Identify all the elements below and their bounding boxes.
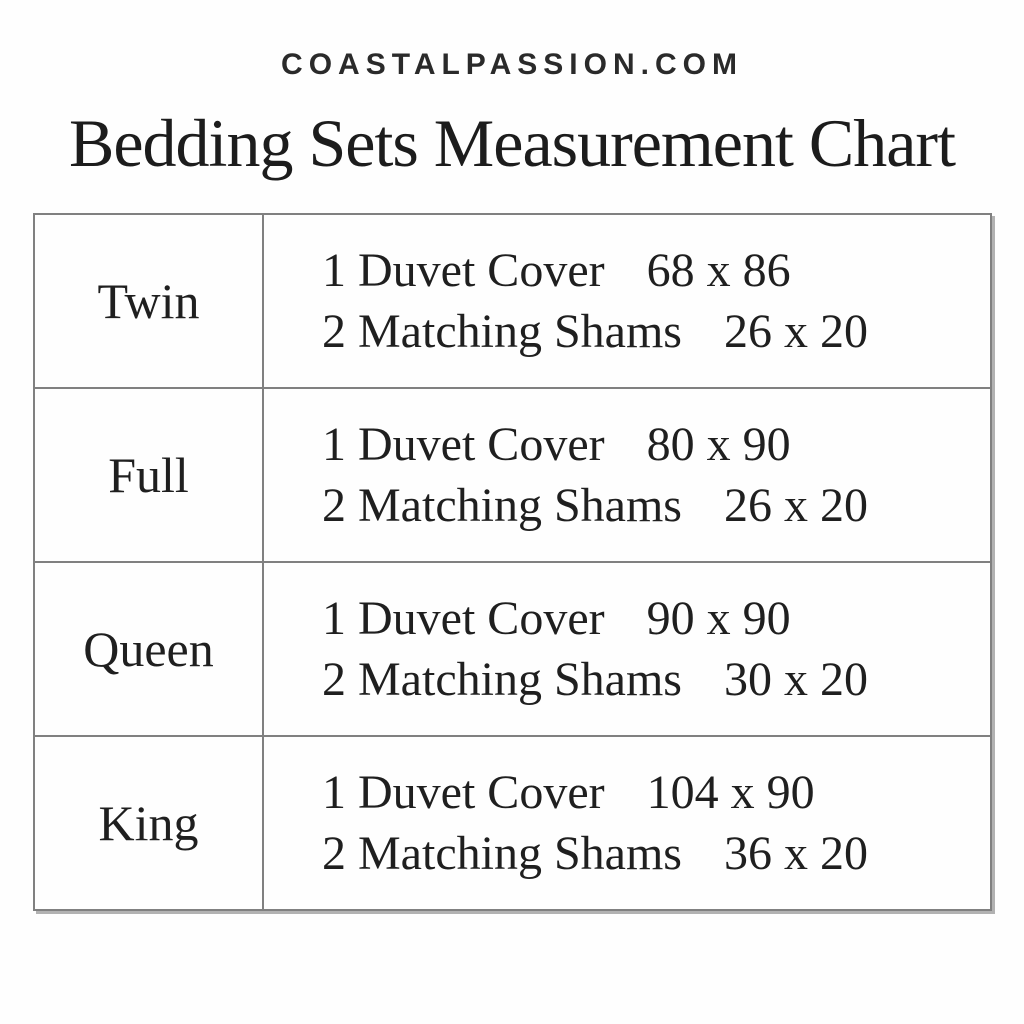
size-cell: Full [33,387,264,563]
item-dimensions: 68 x 86 [646,244,791,297]
size-cell: King [33,735,264,911]
table-row: King 1 Duvet Cover 104 x 90 2 Matching Sh… [33,735,992,911]
size-label: Full [108,447,189,503]
item-dimensions: 104 x 90 [646,766,815,819]
item-name: 2 Matching Shams [322,305,682,358]
item-line: 2 Matching Shams 26 x 20 [322,301,989,362]
item-name: 1 Duvet Cover [322,244,605,297]
item-dimensions: 26 x 20 [723,479,868,532]
size-label: King [98,795,199,851]
item-line: 1 Duvet Cover 90 x 90 [322,588,989,649]
measurement-table: Twin 1 Duvet Cover 68 x 86 2 Matching Sha… [33,213,992,911]
item-dimensions: 26 x 20 [723,305,868,358]
item-line: 2 Matching Shams 26 x 20 [322,475,989,536]
item-name: 2 Matching Shams [322,827,682,880]
table-row: Queen 1 Duvet Cover 90 x 90 2 Matching Sh… [33,561,992,737]
item-line: 1 Duvet Cover 68 x 86 [322,240,989,301]
size-label: Twin [97,273,200,329]
size-cell: Twin [33,213,264,389]
item-dimensions: 30 x 20 [723,653,868,706]
table-row: Full 1 Duvet Cover 80 x 90 2 Matching Sha… [33,387,992,563]
item-dimensions: 36 x 20 [723,827,868,880]
items-cell: 1 Duvet Cover 80 x 90 2 Matching Shams 26 … [262,387,992,563]
item-line: 2 Matching Shams 30 x 20 [322,649,989,710]
item-dimensions: 80 x 90 [646,418,791,471]
item-name: 2 Matching Shams [322,653,682,706]
item-name: 1 Duvet Cover [322,766,605,819]
size-label: Queen [83,621,214,677]
item-name: 2 Matching Shams [322,479,682,532]
site-name: COASTALPASSION.COM [281,48,743,81]
item-line: 1 Duvet Cover 104 x 90 [322,762,989,823]
item-name: 1 Duvet Cover [322,418,605,471]
item-line: 1 Duvet Cover 80 x 90 [322,414,989,475]
items-cell: 1 Duvet Cover 68 x 86 2 Matching Shams 26 … [262,213,992,389]
item-name: 1 Duvet Cover [322,592,605,645]
items-cell: 1 Duvet Cover 90 x 90 2 Matching Shams 30 … [262,561,992,737]
size-cell: Queen [33,561,264,737]
page-title: Bedding Sets Measurement Chart [69,105,956,181]
items-cell: 1 Duvet Cover 104 x 90 2 Matching Shams 36… [262,735,992,911]
table-body: Twin 1 Duvet Cover 68 x 86 2 Matching Sha… [33,213,992,911]
table-row: Twin 1 Duvet Cover 68 x 86 2 Matching Sha… [33,213,992,389]
item-dimensions: 90 x 90 [646,592,791,645]
item-line: 2 Matching Shams 36 x 20 [322,823,989,884]
